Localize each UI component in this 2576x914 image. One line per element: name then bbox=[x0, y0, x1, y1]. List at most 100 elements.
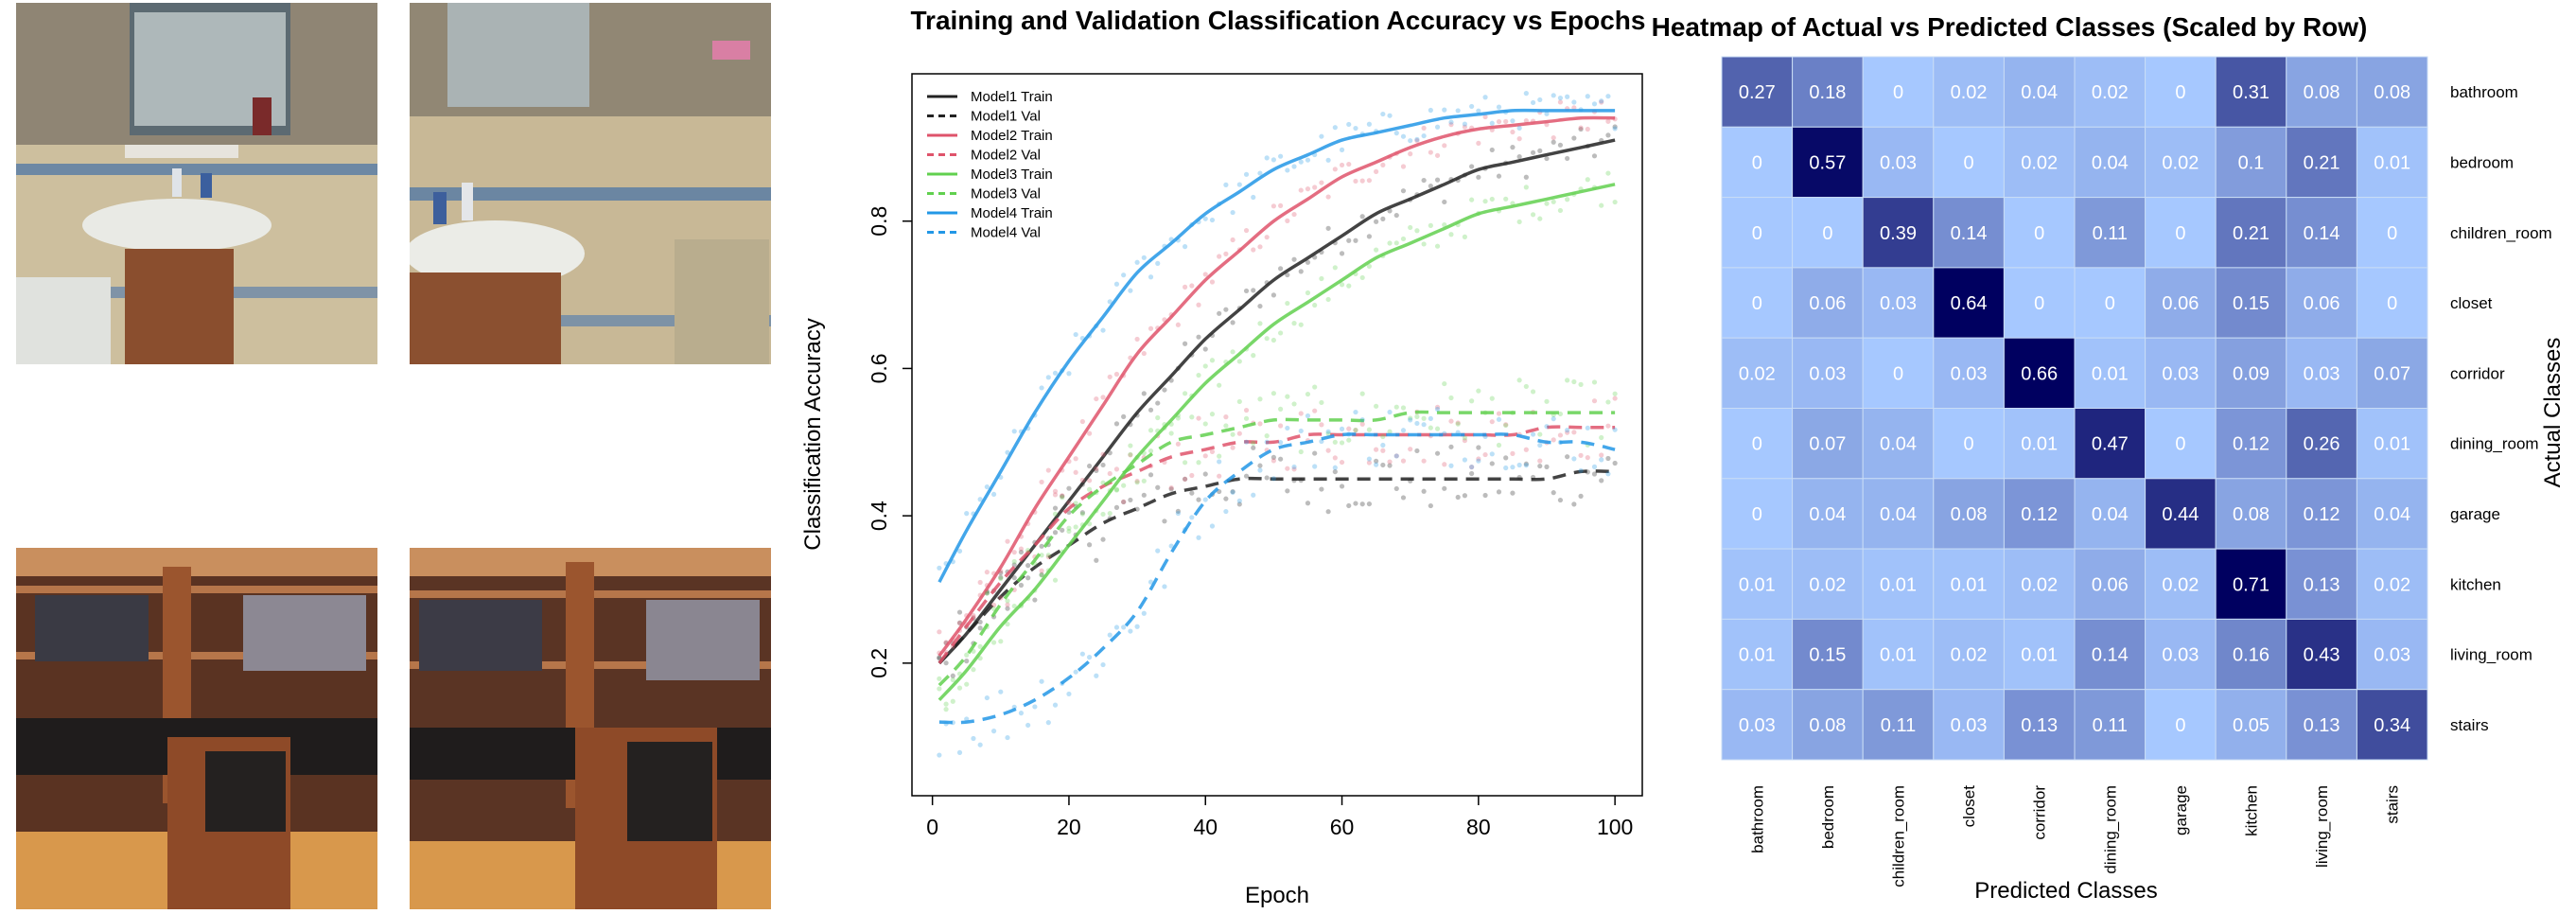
series-point bbox=[1359, 391, 1365, 396]
series-point bbox=[1510, 490, 1516, 496]
heatmap-cell bbox=[2074, 478, 2147, 550]
series-point bbox=[1079, 510, 1085, 516]
series-point bbox=[1168, 431, 1174, 436]
line-chart-axes: 0 20 40 60 80 100 0.2 0.4 0.6 0.8 bbox=[867, 206, 1633, 839]
series-point bbox=[1079, 522, 1085, 528]
series-point bbox=[998, 574, 1004, 580]
series-point bbox=[1285, 425, 1290, 431]
series-point bbox=[1270, 476, 1276, 482]
series-point bbox=[1319, 486, 1324, 492]
series-point bbox=[1305, 413, 1311, 419]
series-point bbox=[1353, 237, 1358, 243]
series-point bbox=[1162, 584, 1167, 589]
series-point bbox=[1298, 411, 1304, 416]
series-point bbox=[1557, 497, 1564, 503]
series-point bbox=[1510, 450, 1516, 456]
series-point bbox=[1100, 661, 1106, 668]
series-point bbox=[1557, 207, 1564, 214]
series-point bbox=[1462, 234, 1468, 240]
heatmap-cell-label: 0.01 bbox=[2021, 434, 2058, 455]
series-point bbox=[1236, 501, 1242, 507]
series-point bbox=[1565, 155, 1570, 162]
series-point bbox=[1196, 302, 1201, 308]
series-point bbox=[1251, 247, 1256, 253]
series-point bbox=[1045, 467, 1051, 473]
series-point bbox=[1073, 331, 1078, 338]
heatmap-cell-label: 0.16 bbox=[2233, 645, 2269, 666]
series-point bbox=[1428, 425, 1433, 431]
legend-label: Model4 Val bbox=[971, 225, 1041, 241]
series-point bbox=[1182, 244, 1188, 250]
heatmap-cell bbox=[1862, 56, 1935, 128]
series-point bbox=[1189, 283, 1195, 289]
series-point bbox=[1251, 492, 1256, 498]
heatmap-cell-label: 0.03 bbox=[1809, 363, 1846, 384]
series-point bbox=[1408, 138, 1413, 144]
series-point bbox=[998, 689, 1004, 694]
heatmap-cell-label: 0.34 bbox=[2374, 715, 2410, 736]
series-point bbox=[1052, 577, 1059, 583]
series-point bbox=[1544, 424, 1550, 430]
series-point bbox=[984, 483, 990, 490]
series-point bbox=[1086, 431, 1093, 436]
heatmap-cell-label: 0.08 bbox=[2304, 82, 2340, 103]
heatmap-cell-label: 0.39 bbox=[1880, 223, 1917, 244]
heatmap-cell-label: 0.71 bbox=[2233, 574, 2269, 595]
series-point bbox=[1018, 582, 1025, 589]
series-point bbox=[1175, 322, 1181, 327]
heatmap-cell bbox=[2356, 548, 2428, 620]
closet-photo-1 bbox=[16, 548, 377, 909]
series-point bbox=[1380, 442, 1386, 448]
series-point bbox=[1434, 450, 1441, 456]
series-point bbox=[1325, 429, 1331, 434]
heatmap-cell bbox=[1792, 689, 1864, 761]
series-point bbox=[1612, 460, 1618, 466]
heatmap-cell-label: 0 bbox=[2175, 434, 2185, 455]
series-point bbox=[1039, 553, 1044, 558]
series-point bbox=[1612, 126, 1618, 132]
series-point bbox=[956, 621, 963, 626]
series-line bbox=[938, 469, 1616, 665]
series-point bbox=[1489, 419, 1495, 425]
series-point bbox=[1469, 464, 1475, 470]
series-point bbox=[1264, 475, 1270, 481]
series-point bbox=[1578, 452, 1584, 458]
series-point bbox=[977, 579, 983, 586]
series-point bbox=[1230, 489, 1235, 495]
series-point bbox=[1079, 511, 1085, 517]
series-point bbox=[1141, 350, 1147, 357]
heatmap-cell bbox=[1792, 408, 1864, 480]
series-point bbox=[1557, 411, 1564, 417]
series-point bbox=[1332, 465, 1338, 470]
heatmap-cell bbox=[2145, 408, 2217, 480]
legend-label: Model3 Val bbox=[971, 186, 1041, 202]
heatmap-cell-label: 0 bbox=[1752, 434, 1762, 455]
series-point bbox=[1503, 455, 1509, 461]
heatmap-cell-label: 0.07 bbox=[2374, 363, 2410, 384]
series-point bbox=[937, 629, 942, 635]
series-point bbox=[1251, 288, 1256, 293]
heatmap-cell bbox=[2356, 197, 2428, 269]
series-point bbox=[1400, 236, 1407, 242]
series-point bbox=[1565, 94, 1570, 99]
heatmap-cell-label: 0.02 bbox=[1951, 645, 1988, 666]
series-point bbox=[1516, 378, 1522, 383]
heatmap-cell bbox=[2145, 197, 2217, 269]
series-point bbox=[1025, 548, 1031, 554]
series-point bbox=[1162, 519, 1167, 524]
series-point bbox=[971, 735, 976, 742]
series-point bbox=[1278, 202, 1284, 209]
series-point bbox=[1052, 492, 1059, 498]
series-point bbox=[1339, 251, 1345, 256]
heatmap-cell-label: 0.04 bbox=[1809, 504, 1846, 525]
series-point bbox=[1530, 99, 1536, 106]
series-point bbox=[1366, 456, 1373, 462]
series-point bbox=[1257, 244, 1263, 250]
series-point bbox=[1380, 162, 1386, 167]
series-point bbox=[1530, 431, 1536, 437]
heatmap-row-label: dining_room bbox=[2450, 435, 2539, 453]
series-point bbox=[1544, 201, 1550, 206]
heatmap-cell-label: 0.01 bbox=[1739, 645, 1776, 666]
series-point bbox=[1141, 255, 1147, 260]
series-point bbox=[1291, 464, 1297, 470]
